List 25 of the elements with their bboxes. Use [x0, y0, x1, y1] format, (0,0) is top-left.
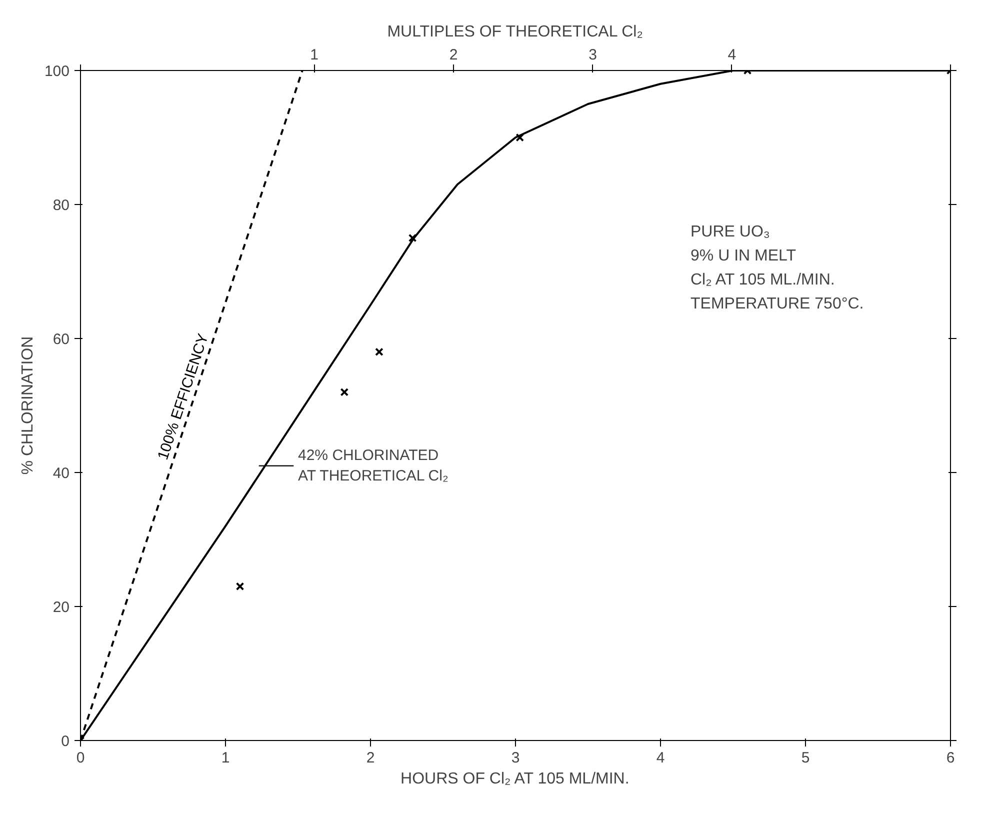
- x2-axis-title: MULTIPLES OF THEORETICAL Cl₂: [387, 24, 643, 40]
- x2-tick-label: 2: [449, 46, 458, 64]
- y-tick-label: 20: [52, 599, 70, 616]
- annotation: Cl₂ AT 105 ML./MIN.: [690, 272, 835, 288]
- annotation: 42% CHLORINATED AT THEORETICAL Cl₂: [298, 447, 448, 484]
- y-axis-title: % CHLORINATION: [19, 336, 36, 475]
- x2-tick-label: 4: [728, 46, 736, 64]
- x-tick-label: 5: [801, 750, 810, 766]
- y-tick-label: 60: [52, 331, 70, 348]
- x-tick-label: 0: [76, 750, 85, 766]
- x-tick-label: 6: [946, 750, 955, 766]
- x-tick-label: 3: [511, 750, 520, 766]
- y-tick-label: 0: [61, 733, 70, 750]
- x2-tick-label: 1: [310, 46, 319, 64]
- x2-tick-label: 3: [588, 46, 597, 64]
- annotation: PURE UO₃: [690, 224, 770, 240]
- x-tick-label: 4: [656, 750, 665, 766]
- annotation: TEMPERATURE 750°C.: [690, 296, 864, 312]
- y-tick-label: 40: [52, 465, 70, 482]
- y-tick-label: 100: [44, 63, 70, 80]
- annotation: 9% U IN MELT: [690, 248, 796, 264]
- x-axis-title: HOURS OF Cl₂ AT 105 ML/MIN.: [400, 770, 630, 788]
- x-tick-label: 1: [221, 750, 230, 766]
- x-tick-label: 2: [366, 750, 375, 766]
- y-tick-label: 80: [52, 197, 70, 214]
